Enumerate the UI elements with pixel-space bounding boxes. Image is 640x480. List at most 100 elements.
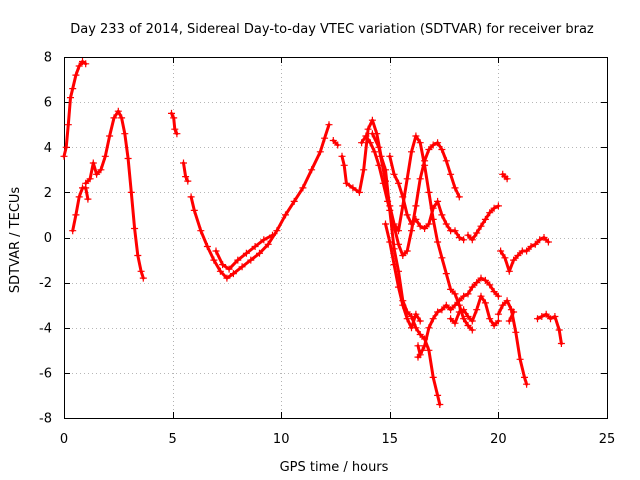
data-point [451,301,459,309]
data-point [447,306,455,314]
data-point [364,125,372,133]
data-point [75,193,83,201]
data-point [425,146,433,153]
data-point [269,231,276,239]
data-point [414,342,422,350]
data-point [69,227,77,235]
data-point [203,243,211,250]
data-point [386,152,394,160]
x-axis-label: GPS time / hours [280,460,389,475]
data-point [273,227,281,235]
data-point [481,215,489,223]
data-point [447,315,455,323]
y-tick-label: 4 [44,141,52,156]
data-point [536,236,544,244]
data-point [451,319,459,327]
data-point [64,121,72,129]
data-point [490,322,498,329]
data-point [523,380,531,388]
data-point [395,227,402,235]
y-tick-label: -2 [39,276,52,291]
data-point [494,292,502,300]
data-point [390,220,398,228]
data-point [468,283,476,291]
data-point [187,193,195,201]
data-point [408,227,415,235]
data-point [134,252,142,259]
data-point [368,116,376,124]
data-point [473,306,481,314]
data-point [494,202,502,210]
data-point [455,297,463,305]
data-point [216,267,224,275]
data-point [551,313,559,320]
data-point [503,175,511,183]
data-point [72,71,80,79]
y-tick-label: 6 [44,96,52,111]
data-point [403,175,411,183]
data-point [412,202,420,210]
chart-title: Day 233 of 2014, Sidereal Day-to-day VTE… [70,22,594,37]
data-point [82,179,90,187]
data-point [481,276,489,284]
data-point [86,175,94,183]
data-point [408,324,415,332]
data-point [325,121,333,129]
data-point [477,292,485,300]
data-point [247,256,255,264]
data-point [434,238,442,246]
data-point [501,254,509,262]
data-point [382,220,389,228]
data-point [412,132,420,140]
y-tick-label: -8 [39,412,52,427]
data-point [234,256,242,264]
y-axis-label: SDTVAR / TECUs [8,187,23,294]
x-tick-label: 5 [168,432,176,447]
data-point [464,313,472,320]
data-point [124,155,132,162]
data-point [72,211,80,219]
series-sdtvar [60,58,565,408]
data-point [101,152,109,160]
data-point [229,270,237,278]
data-point [242,249,250,257]
data-point [490,204,498,212]
data-point [358,139,366,147]
data-point [349,184,357,192]
data-point [93,170,101,178]
y-tick-label: 2 [44,186,52,201]
data-point [494,310,502,318]
data-point [390,261,398,269]
data-point [368,130,376,138]
data-point [62,143,70,151]
data-point [386,202,394,210]
data-point [355,188,363,196]
x-tick-label: 0 [60,432,68,447]
data-point [299,184,307,192]
data-point [540,234,548,241]
data-point [308,166,316,174]
data-point [505,267,513,275]
y-tick-label: 0 [44,231,52,246]
data-point [464,322,472,329]
data-point [460,306,468,314]
data-point [486,281,494,289]
data-point [416,175,424,183]
data-point [451,290,459,298]
data-point [473,229,481,237]
data-point [429,315,437,323]
data-point [190,206,198,214]
y-tick-label: -4 [39,321,52,336]
data-point [442,301,450,309]
data-point [82,60,90,68]
data-point [473,279,481,287]
data-point [510,256,518,264]
data-point [438,146,446,153]
data-point [464,290,472,298]
data-point [84,195,92,203]
data-point [438,211,446,219]
data-point [436,401,444,408]
data-point [534,315,541,323]
data-point [468,236,476,244]
data-point [438,254,446,262]
